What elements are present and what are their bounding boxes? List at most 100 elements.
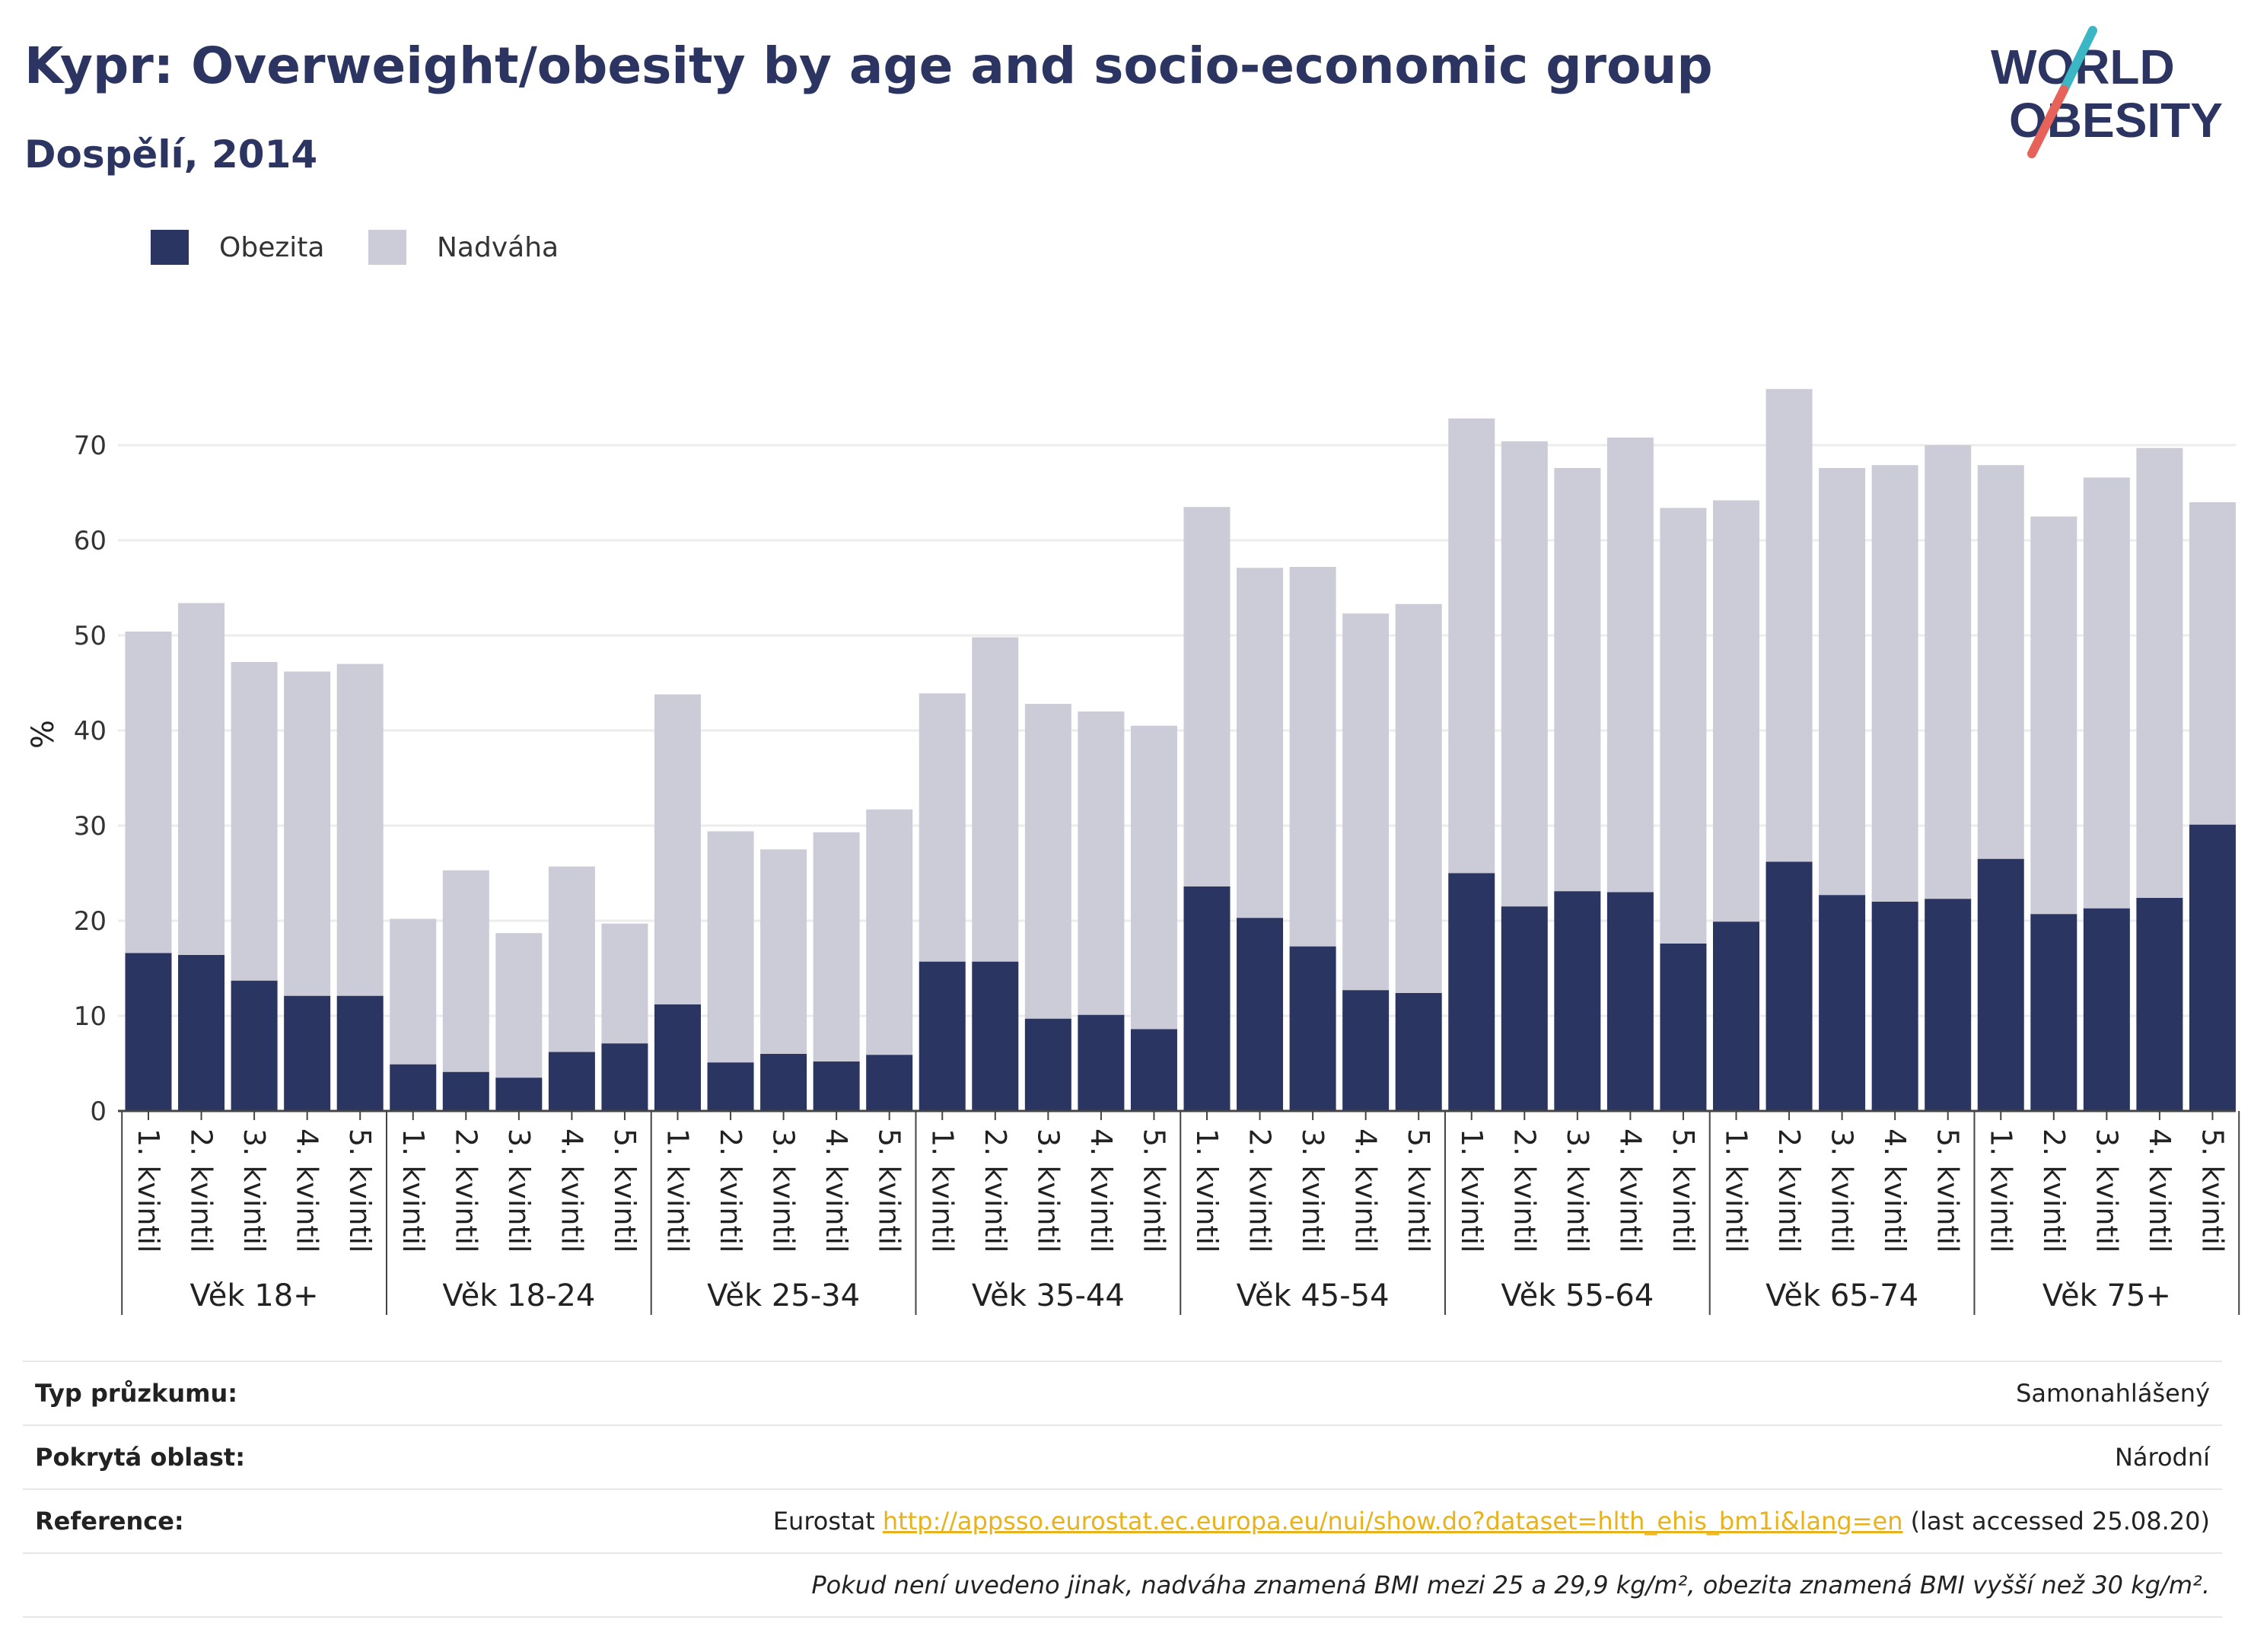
x-category-label: 1. kvintil xyxy=(1720,1128,1753,1253)
bar-overweight xyxy=(442,870,489,1072)
bmi-definition-note: Pokud není uvedeno jinak, nadváha znamen… xyxy=(811,1571,2210,1599)
bar-obesity xyxy=(442,1071,489,1111)
x-category-label: 5. kvintil xyxy=(1402,1128,1435,1253)
x-category-label: 1. kvintil xyxy=(1455,1128,1488,1253)
x-category-label: 4. kvintil xyxy=(291,1128,324,1253)
bar-obesity xyxy=(1925,899,1972,1111)
bar-overweight xyxy=(1660,508,1707,944)
y-tick-label: 20 xyxy=(74,906,107,937)
group-label: Věk 25-34 xyxy=(707,1278,860,1313)
bar-obesity xyxy=(707,1062,754,1111)
bar-obesity xyxy=(1448,873,1495,1111)
bar-obesity xyxy=(813,1062,860,1111)
bar-overweight xyxy=(1237,568,1284,918)
x-category-label: 1. kvintil xyxy=(132,1128,165,1253)
bar-obesity xyxy=(654,1004,701,1111)
x-category-label: 3. kvintil xyxy=(2090,1128,2123,1253)
bar-obesity xyxy=(1024,1018,1071,1111)
bar-overweight xyxy=(2083,477,2130,909)
bar-obesity xyxy=(1183,886,1231,1111)
x-category-label: 4. kvintil xyxy=(1878,1128,1912,1253)
bar-overweight xyxy=(1819,468,1866,896)
y-tick-label: 0 xyxy=(90,1097,107,1127)
bar-overweight xyxy=(760,849,807,1054)
bar-overweight xyxy=(1289,567,1336,947)
group-label: Věk 18-24 xyxy=(442,1278,595,1313)
bar-overweight xyxy=(1713,500,1759,922)
x-category-label: 5. kvintil xyxy=(2195,1128,2229,1253)
bar-overweight xyxy=(601,923,648,1044)
reference-link[interactable]: http://appsso.eurostat.ec.europa.eu/nui/… xyxy=(882,1507,1903,1536)
bar-overweight xyxy=(1977,465,2024,859)
info-value: Samonahlášený xyxy=(2016,1379,2210,1408)
x-category-label: 4. kvintil xyxy=(1349,1128,1383,1253)
world-obesity-logo: WORLD OBESITY xyxy=(1991,26,2223,158)
x-category-label: 1. kvintil xyxy=(661,1128,695,1253)
bar-overweight xyxy=(1554,468,1601,892)
y-tick-label: 60 xyxy=(74,526,107,556)
x-category-label: 2. kvintil xyxy=(1508,1128,1541,1253)
x-category-label: 2. kvintil xyxy=(1772,1128,1806,1253)
bar-overweight xyxy=(125,632,172,953)
legend-label-obesity: Obezita xyxy=(219,231,325,263)
bar-obesity xyxy=(495,1077,543,1111)
bar-overweight xyxy=(336,664,384,996)
bar-obesity xyxy=(1237,918,1284,1111)
bar-overweight xyxy=(1606,438,1654,893)
x-category-label: 3. kvintil xyxy=(767,1128,801,1253)
page-subtitle: Dospělí, 2014 xyxy=(24,132,318,177)
bar-overweight xyxy=(866,809,913,1055)
x-category-label: 4. kvintil xyxy=(820,1128,853,1253)
y-tick-label: 30 xyxy=(74,811,107,842)
info-value-reference: Eurostat http://appsso.eurostat.ec.europ… xyxy=(773,1507,2210,1536)
bar-overweight xyxy=(231,662,278,981)
bar-obesity xyxy=(1660,944,1707,1111)
y-tick-label: 10 xyxy=(74,1001,107,1032)
bar-obesity xyxy=(1765,861,1813,1111)
x-category-label: 5. kvintil xyxy=(343,1128,377,1253)
bar-obesity xyxy=(1977,858,2024,1111)
bar-obesity xyxy=(972,961,1019,1111)
info-label: Typ průzkumu: xyxy=(35,1379,238,1408)
bar-obesity xyxy=(336,995,384,1111)
bar-obesity xyxy=(2136,898,2183,1111)
bar-obesity xyxy=(1606,892,1654,1111)
x-category-label: 2. kvintil xyxy=(1243,1128,1277,1253)
bar-obesity xyxy=(1871,902,1918,1111)
x-category-label: 3. kvintil xyxy=(1031,1128,1065,1253)
legend-swatch-overweight xyxy=(368,230,406,265)
group-label: Věk 45-54 xyxy=(1237,1278,1390,1313)
bar-overweight xyxy=(1765,389,1813,862)
legend-swatch-obesity xyxy=(151,230,189,265)
info-row-reference: Reference: Eurostat http://appsso.eurost… xyxy=(23,1488,2222,1552)
bar-obesity xyxy=(1819,895,1866,1111)
legend-item-overweight[interactable]: Nadváha xyxy=(368,228,559,266)
x-category-label: 5. kvintil xyxy=(1137,1128,1170,1253)
x-category-label: 5. kvintil xyxy=(1931,1128,1965,1253)
info-row-coverage: Pokrytá oblast: Národní xyxy=(23,1424,2222,1488)
y-axis-label: % xyxy=(26,720,61,749)
x-category-label: 4. kvintil xyxy=(555,1128,588,1253)
x-category-label: 4. kvintil xyxy=(2143,1128,2176,1253)
bar-obesity xyxy=(125,953,172,1111)
bar-overweight xyxy=(813,832,860,1062)
x-category-label: 3. kvintil xyxy=(1826,1128,1859,1253)
bar-chart: 0 10 20 30 40 50 60 70% 1. kvintil 2. kvintil 3. k… xyxy=(26,389,2240,1315)
bar-obesity xyxy=(231,980,278,1111)
x-category-label: 3. kvintil xyxy=(237,1128,271,1253)
bar-overweight xyxy=(548,866,595,1052)
legend-item-obesity[interactable]: Obezita xyxy=(151,228,324,266)
bar-overweight xyxy=(1395,603,1442,993)
bar-overweight xyxy=(284,671,331,996)
x-category-label: 2. kvintil xyxy=(714,1128,747,1253)
logo-red-stroke xyxy=(2027,85,2068,158)
x-category-label: 2. kvintil xyxy=(449,1128,482,1253)
x-category-label: 5. kvintil xyxy=(1667,1128,1700,1253)
x-category-label: 4. kvintil xyxy=(1084,1128,1118,1253)
x-category-label: 2. kvintil xyxy=(185,1128,218,1253)
x-category-label: 5. kvintil xyxy=(873,1128,906,1253)
x-category-label: 5. kvintil xyxy=(608,1128,642,1253)
x-category-label: 1. kvintil xyxy=(396,1128,430,1253)
bar-overweight xyxy=(1078,711,1125,1015)
group-label: Věk 75+ xyxy=(2042,1278,2171,1313)
